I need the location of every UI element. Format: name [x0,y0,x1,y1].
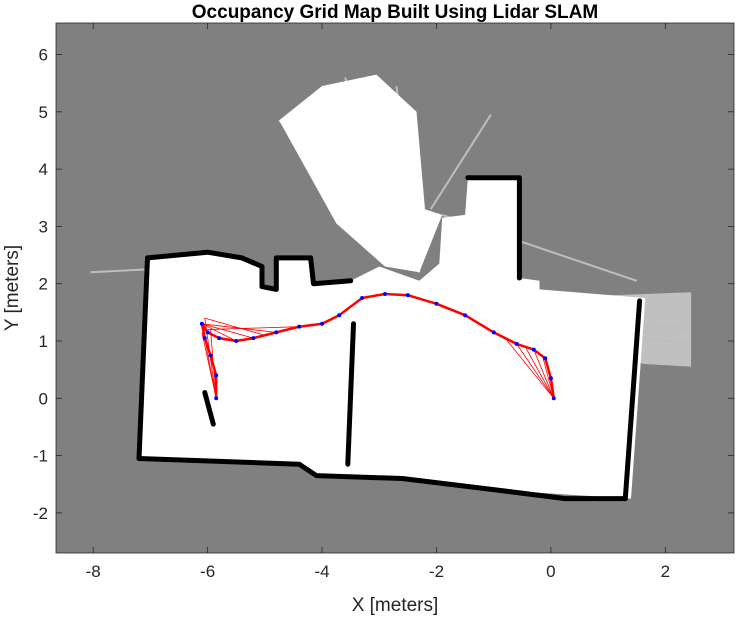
x-axis: -8 -6 -4 -2 0 2 [86,23,670,581]
map-wall [465,175,522,281]
y-axis-label: Y [meters] [2,245,23,331]
pose-point [514,341,519,346]
y-tick-label: -2 [33,504,48,523]
pose-point [382,292,387,297]
x-tick-label: -2 [429,562,444,581]
map-scan-ray [429,114,492,210]
loop-constraint-line [207,326,300,330]
pose-point [208,353,213,358]
pose-point [551,396,556,401]
pose-point [274,330,279,335]
trajectory-line [200,292,556,399]
loop-constraint-line [201,323,254,339]
loop-constraint-line [516,343,555,399]
loop-constraint-line [201,323,237,342]
pose-point [202,336,207,341]
pose-point [199,321,204,326]
trajectory-layer [199,292,556,401]
y-tick-label: 0 [39,389,48,408]
map-layer [90,74,692,502]
y-tick-label: -1 [33,447,48,466]
pose-point [214,373,219,378]
chart-title: Occupancy Grid Map Built Using Lidar SLA… [192,2,598,23]
map-scan-ray [90,268,148,274]
y-tick-label: 6 [39,46,48,65]
pose-point [360,296,365,301]
x-tick-label: -6 [200,562,215,581]
y-tick-label: 2 [39,275,48,294]
pose-point [543,356,548,361]
pose-point [234,339,239,343]
pose-point [205,330,210,335]
pose-point [531,347,536,352]
pose-point [337,313,342,318]
x-tick-label: -8 [86,562,101,581]
x-tick-label: -4 [314,562,329,581]
y-tick-label: 3 [39,217,48,236]
pose-point [434,301,439,306]
pose-point [214,396,219,401]
loop-constraint-line [504,337,555,399]
map-free-region [279,74,443,273]
x-tick-label: 0 [546,562,555,581]
x-axis-label: X [meters] [352,595,439,616]
y-tick-label: 5 [39,103,48,122]
pose-point [405,293,410,298]
map-wall [145,249,354,292]
loop-constraint-line [204,317,265,336]
map-wall [136,255,628,502]
pose-point [320,321,325,326]
map-scan-ray [642,322,692,331]
pose-point [251,336,256,341]
map-wall [345,321,356,467]
plot-frame [55,22,735,554]
y-tick-label: 1 [39,332,48,351]
map-scan-ray [642,337,689,345]
pose-point [548,376,553,381]
pose-point [491,330,496,335]
loop-constraint-line [524,346,555,399]
pose-point [463,313,468,318]
pose-point [217,336,222,341]
loop-constraint-line [533,349,555,399]
x-tick-label: 2 [661,562,670,581]
y-tick-label: 4 [39,160,48,179]
map-wall [202,390,216,427]
map-wall [622,298,643,502]
loop-constraint-line [201,332,217,399]
y-axis: -2 -1 0 1 2 3 4 5 6 [33,46,734,523]
pose-point [297,324,302,329]
